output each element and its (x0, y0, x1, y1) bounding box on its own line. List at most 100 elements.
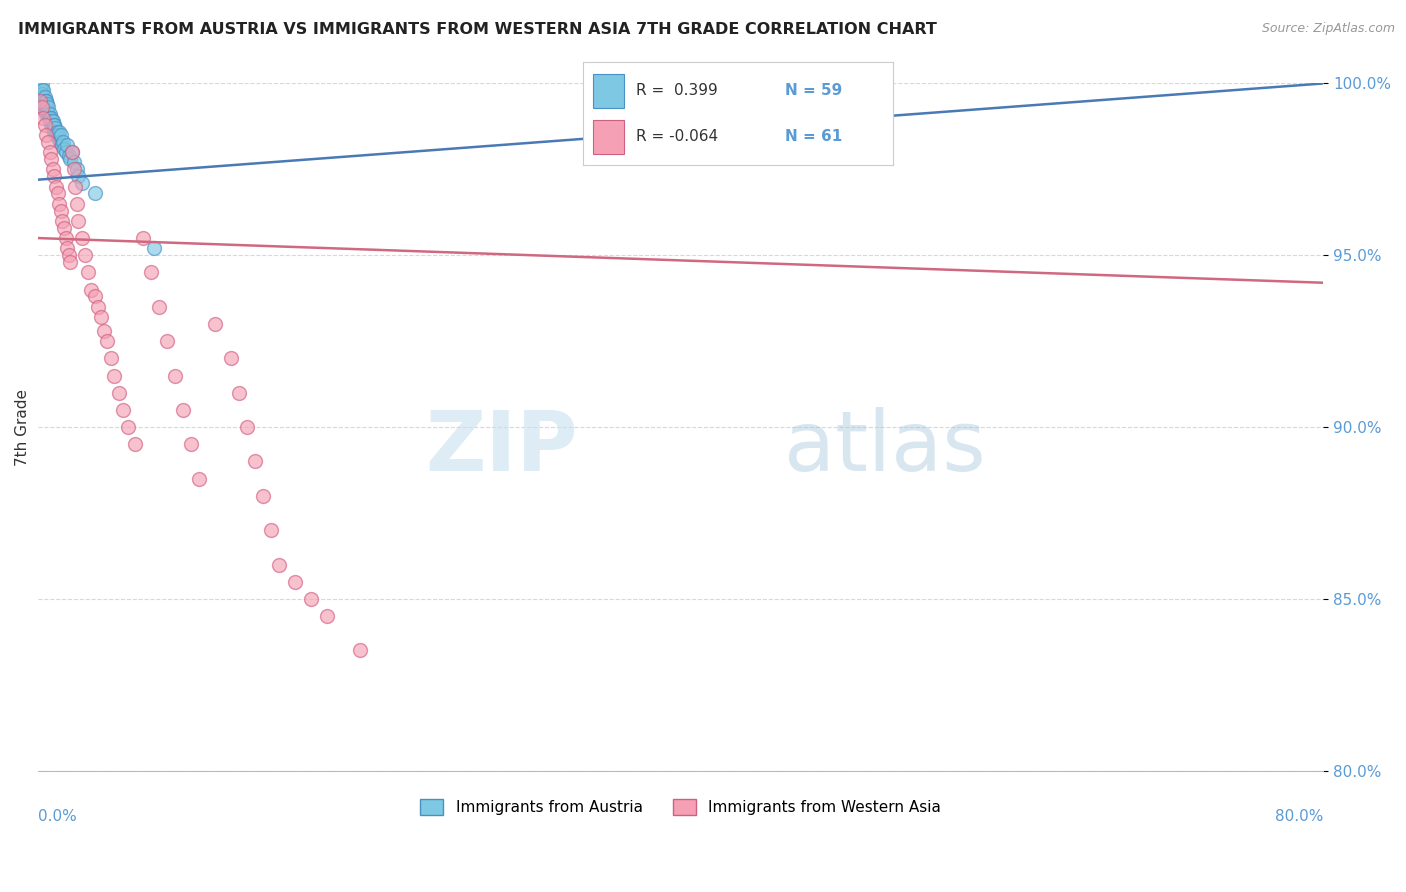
Point (143, 241, 166, 255)
Point (32, 90, 55, 104)
Point (188, 472, 211, 486)
Point (34, 94, 56, 108)
Point (830, 66, 852, 80)
Text: Source: ZipAtlas.com: Source: ZipAtlas.com (1261, 22, 1395, 36)
Point (30, 87, 52, 101)
Point (32, 83, 55, 97)
Point (31, 83, 53, 97)
Point (38, 107, 60, 121)
Point (53, 220, 76, 235)
Point (31, 77, 53, 91)
Point (37, 103, 59, 118)
Point (28, 94, 51, 108)
Point (77, 265, 100, 279)
Point (42, 121, 65, 136)
Point (163, 368, 186, 383)
Point (45, 179, 67, 194)
Point (204, 317, 226, 331)
Text: 0.0%: 0.0% (38, 808, 77, 823)
Point (51, 138, 73, 153)
Point (243, 454, 266, 468)
Point (107, 385, 129, 400)
Point (35, 101, 58, 115)
Point (252, 489, 274, 503)
Point (41, 114, 63, 128)
Point (316, 609, 339, 624)
Text: 80.0%: 80.0% (1275, 808, 1323, 823)
Point (44, 121, 66, 136)
Point (35, 107, 58, 121)
Point (39, 111, 62, 125)
Point (117, 420, 139, 434)
Point (349, 643, 371, 657)
Point (93, 324, 115, 338)
Point (59, 152, 82, 166)
Text: atlas: atlas (783, 407, 986, 488)
Text: N = 61: N = 61 (785, 129, 842, 145)
Point (42, 118, 65, 132)
Point (34, 90, 56, 104)
Point (49, 128, 72, 142)
Point (83, 289, 105, 303)
Point (299, 591, 322, 606)
Point (59, 255, 82, 269)
Point (66, 162, 89, 177)
Point (51, 214, 73, 228)
Point (70, 176, 93, 190)
Point (60, 145, 83, 160)
Point (34, 97, 56, 112)
Point (49, 135, 72, 149)
Point (83, 186, 105, 201)
Point (58, 148, 80, 162)
Point (284, 574, 307, 589)
Point (53, 142, 76, 156)
Text: N = 59: N = 59 (785, 83, 842, 98)
FancyBboxPatch shape (593, 74, 624, 108)
Point (62, 162, 84, 177)
Point (73, 248, 96, 262)
Point (52, 135, 75, 149)
Text: ZIP: ZIP (426, 407, 578, 488)
Point (260, 523, 283, 537)
Point (31, 90, 53, 104)
Point (156, 334, 179, 348)
Point (80, 283, 103, 297)
Point (124, 437, 146, 451)
Point (65, 179, 87, 194)
Point (90, 310, 112, 325)
Point (46, 186, 69, 201)
Point (35, 94, 58, 108)
Point (58, 248, 80, 262)
Point (37, 107, 59, 121)
Point (42, 114, 65, 128)
Point (28, 79, 51, 94)
Y-axis label: 7th Grade: 7th Grade (15, 389, 30, 466)
Point (87, 300, 110, 314)
Point (42, 162, 65, 177)
Point (96, 334, 118, 348)
Point (37, 101, 59, 115)
Point (31, 101, 53, 115)
Point (180, 437, 202, 451)
Point (219, 351, 242, 366)
Point (34, 103, 56, 118)
FancyBboxPatch shape (593, 120, 624, 153)
Point (67, 169, 90, 184)
Point (112, 403, 135, 417)
Point (228, 385, 250, 400)
Point (39, 152, 62, 166)
Point (46, 128, 69, 142)
Point (44, 169, 66, 184)
Point (56, 241, 79, 255)
Point (32, 94, 55, 108)
Point (132, 231, 155, 245)
Point (44, 118, 66, 132)
Point (45, 128, 67, 142)
Point (34, 118, 56, 132)
Point (38, 114, 60, 128)
Point (28, 83, 51, 97)
Point (48, 131, 70, 145)
Point (31, 87, 53, 101)
Point (103, 368, 125, 383)
Point (44, 124, 66, 138)
